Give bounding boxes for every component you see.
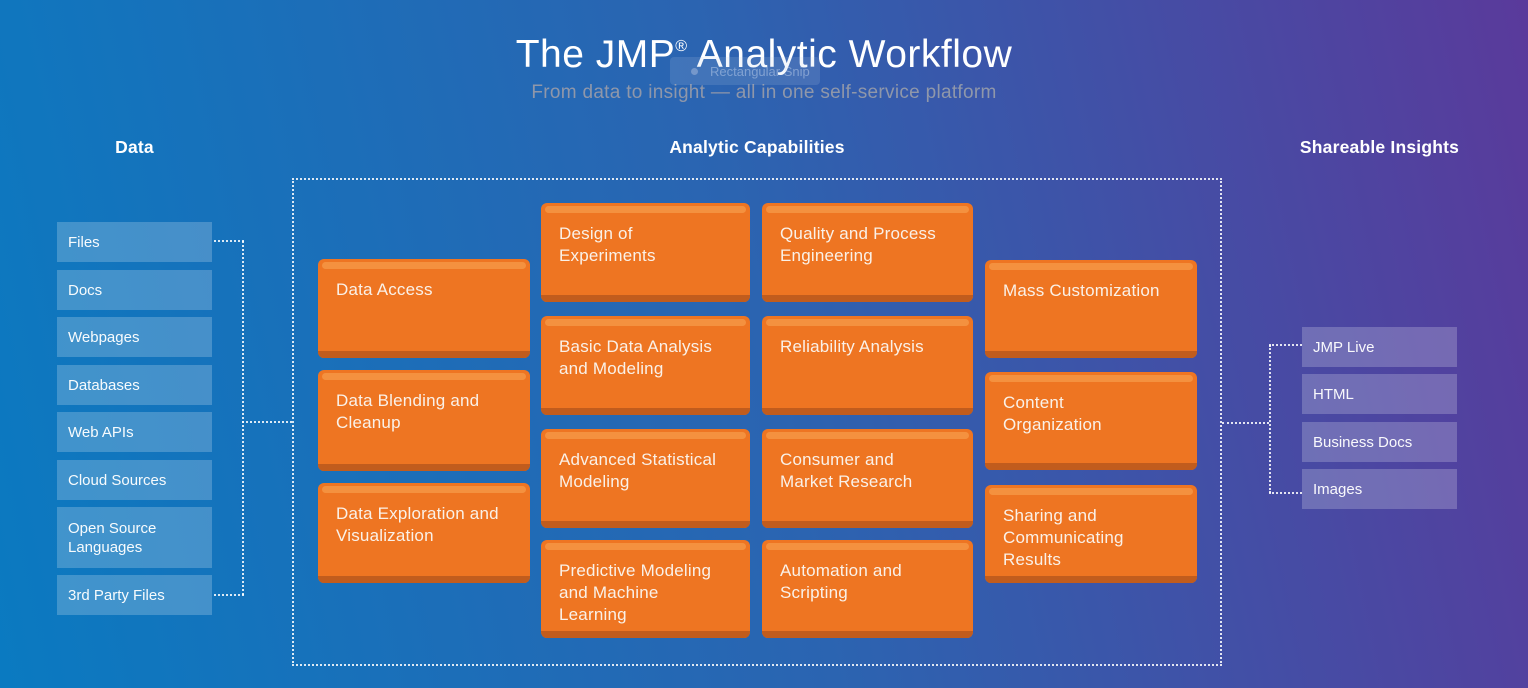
capability-design-of-experiments: Design of Experiments <box>541 203 750 302</box>
capability-mass-customization: Mass Customization <box>985 260 1197 358</box>
snip-tooltip-label: Rectangular Snip <box>710 63 810 79</box>
connector-files-stub <box>214 240 244 242</box>
page-title-text-2: Analytic Workflow <box>687 33 1013 76</box>
connector-capabilities-to-insights <box>1222 422 1269 424</box>
connector-jmp-live-stub <box>1269 344 1302 346</box>
capability-sharing-and-communicating-results: Sharing and Communicating Results <box>985 485 1197 583</box>
data-source-3rd-party-files: 3rd Party Files <box>57 575 212 615</box>
insight-business-docs: Business Docs <box>1302 422 1457 462</box>
capability-data-access: Data Access <box>318 259 530 358</box>
capability-quality-and-process-engineering: Quality and Process Engineering <box>762 203 973 302</box>
capability-reliability-analysis: Reliability Analysis <box>762 316 973 415</box>
page-subtitle: From data to insight — all in one self-s… <box>531 82 997 103</box>
capability-data-blending-and-cleanup: Data Blending and Cleanup <box>318 370 530 471</box>
capability-basic-data-analysis-and-modeling: Basic Data Analysis and Modeling <box>541 316 750 415</box>
capability-predictive-modeling-and-machine-learning: Predictive Modeling and Machine Learning <box>541 540 750 638</box>
data-source-docs: Docs <box>57 270 212 310</box>
capability-advanced-statistical-modeling: Advanced Statistical Modeling <box>541 429 750 528</box>
connector-left-vertical <box>242 241 244 595</box>
data-source-web-apis: Web APIs <box>57 412 212 452</box>
data-source-open-source-languages: Open Source Languages <box>57 507 212 568</box>
snip-dot-icon <box>691 67 698 75</box>
page-title-text: The JMP <box>515 33 676 76</box>
connector-images-stub <box>1269 492 1302 494</box>
section-header-data: Data <box>115 137 154 157</box>
section-header-shareable-insights: Shareable Insights <box>1299 137 1460 157</box>
section-header-analytic-capabilities: Analytic Capabilities <box>669 137 845 157</box>
capability-data-exploration-and-visualization: Data Exploration and Visualization <box>318 483 530 583</box>
capability-automation-and-scripting: Automation and Scripting <box>762 540 973 638</box>
data-source-webpages: Webpages <box>57 317 212 357</box>
page-title: The JMP® Analytic Workflow <box>0 33 1528 77</box>
connector-3rd-party-stub <box>214 594 244 596</box>
analytic-capabilities-frame <box>292 178 1222 666</box>
connector-left-to-capabilities <box>242 421 292 423</box>
data-source-cloud-sources: Cloud Sources <box>57 460 212 500</box>
registered-trademark-symbol: ® <box>675 38 688 55</box>
insight-html: HTML <box>1302 374 1457 414</box>
insight-jmp-live: JMP Live <box>1302 327 1457 367</box>
connector-right-vertical <box>1269 345 1271 493</box>
data-source-files: Files <box>57 222 212 262</box>
capability-consumer-and-market-research: Consumer and Market Research <box>762 429 973 528</box>
rectangular-snip-tooltip: Rectangular Snip <box>670 57 820 85</box>
data-source-databases: Databases <box>57 365 212 405</box>
insight-images: Images <box>1302 469 1457 509</box>
capability-content-organization: Content Organization <box>985 372 1197 470</box>
